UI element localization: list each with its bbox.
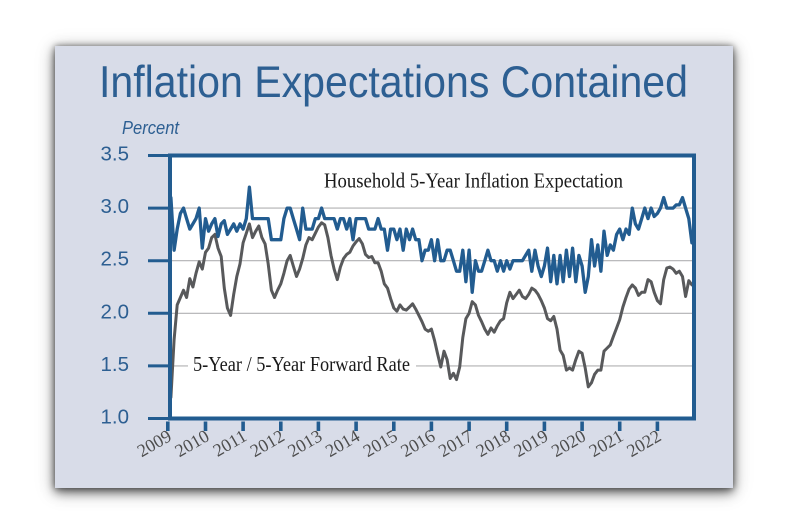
svg-text:2.5: 2.5: [101, 248, 130, 271]
svg-text:1.5: 1.5: [101, 353, 130, 376]
svg-text:Percent: Percent: [122, 118, 180, 138]
svg-text:5-Year / 5-Year Forward Rate: 5-Year / 5-Year Forward Rate: [193, 352, 410, 376]
svg-text:3.0: 3.0: [101, 195, 130, 218]
svg-text:3.5: 3.5: [101, 143, 130, 166]
svg-text:Inflation Expectations Contain: Inflation Expectations Contained: [99, 58, 688, 107]
svg-text:1.0: 1.0: [101, 406, 130, 429]
svg-text:2.0: 2.0: [101, 300, 130, 323]
svg-text:Household 5-Year Inflation Exp: Household 5-Year Inflation Expectation: [324, 169, 623, 193]
